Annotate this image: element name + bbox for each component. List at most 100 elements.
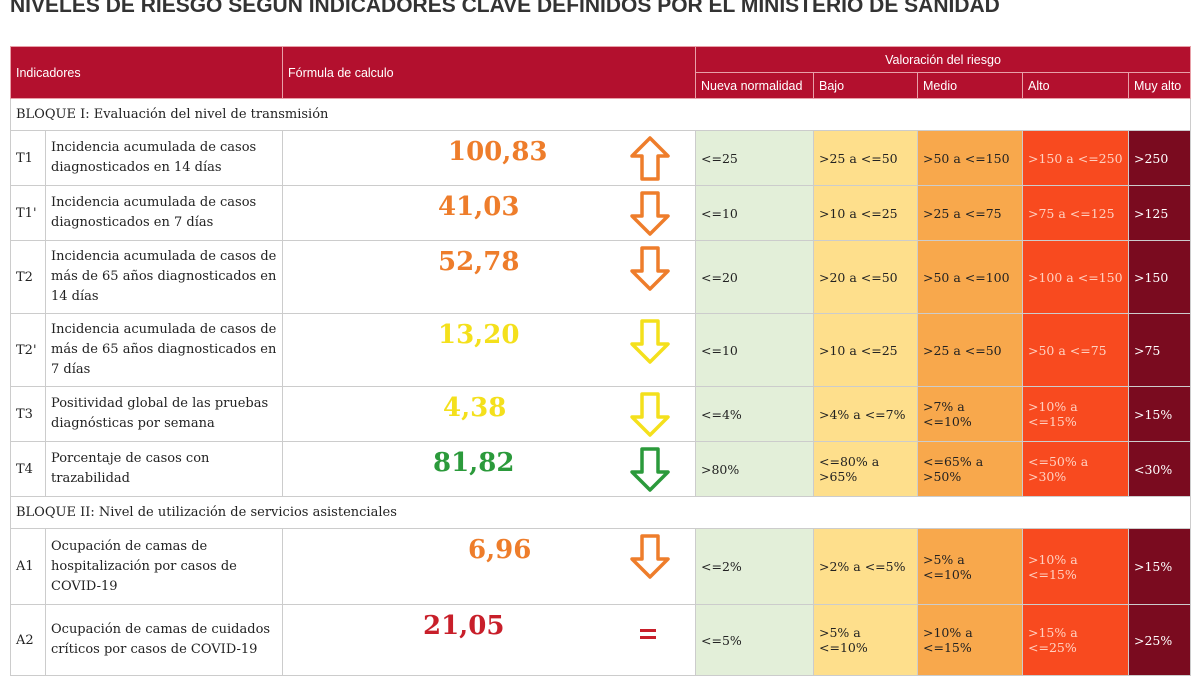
level-threshold: >10% a <=15% — [1022, 386, 1129, 442]
indicator-value: 81,82 — [433, 448, 515, 478]
level-threshold: >150 a <=250 — [1022, 130, 1129, 186]
level-header: Muy alto — [1127, 72, 1192, 99]
indicator-row: T2 Incidencia acumulada de casos de más d… — [10, 240, 1192, 314]
formula-cell: 52,78 — [282, 240, 696, 314]
level-threshold: >10 a <=25 — [813, 313, 918, 387]
indicator-code: T1 — [10, 130, 46, 186]
indicator-code: T3 — [10, 386, 46, 442]
level-threshold: <=10 — [695, 313, 814, 387]
trend-arrow — [630, 246, 670, 291]
indicator-code: A1 — [10, 528, 46, 605]
formula-cell: 6,96 — [282, 528, 696, 605]
block-row: BLOQUE II: Nivel de utilización de servi… — [9, 496, 1192, 529]
level-threshold: >100 a <=150 — [1022, 240, 1129, 314]
trend-arrow — [630, 392, 670, 437]
level-threshold: >20 a <=50 — [813, 240, 918, 314]
level-threshold: >75 a <=125 — [1022, 185, 1129, 241]
level-threshold: <=50% a >30% — [1022, 441, 1129, 497]
trend-arrow — [630, 136, 670, 181]
formula-cell: 81,82 — [282, 441, 696, 497]
level-threshold: >7% a <=10% — [917, 386, 1023, 442]
indicator-value: 13,20 — [438, 320, 520, 350]
indicator-row: A1 Ocupación de camas de hospitalización … — [10, 528, 1192, 605]
indicator-value: 100,83 — [448, 137, 548, 167]
indicator-row: A2 Ocupación de camas de cuidados crítico… — [10, 604, 1192, 676]
block-row: BLOQUE I: Evaluación del nivel de transm… — [9, 98, 1192, 131]
indicator-row: T3 Positividad global de las pruebas diag… — [10, 386, 1192, 442]
level-threshold: >250 — [1127, 130, 1192, 186]
level-threshold: <=2% — [695, 528, 814, 605]
level-header: Medio — [917, 72, 1023, 99]
indicator-name: Positividad global de las pruebas diagnó… — [45, 386, 283, 442]
indicator-value: 4,38 — [443, 393, 507, 423]
indicator-code: T2 — [10, 240, 46, 314]
indicator-name: Incidencia acumulada de casos de más de … — [45, 313, 283, 387]
level-threshold: >80% — [695, 441, 814, 497]
trend-equal — [640, 629, 656, 639]
block-title: BLOQUE II: Nivel de utilización de servi… — [9, 496, 1192, 529]
level-threshold: >5% a <=10% — [917, 528, 1023, 605]
level-threshold: >150 — [1127, 240, 1192, 314]
trend-arrow — [630, 319, 670, 364]
level-threshold: >2% a <=5% — [813, 528, 918, 605]
indicator-name: Incidencia acumulada de casos de más de … — [45, 240, 283, 314]
indicator-code: T4 — [10, 441, 46, 497]
formula-cell: 41,03 — [282, 185, 696, 241]
formula-cell: 21,05 — [282, 604, 696, 676]
level-threshold: <30% — [1127, 441, 1192, 497]
level-threshold: <=10 — [695, 185, 814, 241]
level-threshold: >15% — [1127, 386, 1192, 442]
trend-arrow — [630, 447, 670, 492]
level-threshold: <=4% — [695, 386, 814, 442]
header-cell: Indicadores — [10, 46, 283, 99]
level-threshold: >10% a <=15% — [1022, 528, 1129, 605]
level-threshold: <=5% — [695, 604, 814, 676]
indicator-value: 41,03 — [438, 192, 520, 222]
level-threshold: >15% — [1127, 528, 1192, 605]
level-threshold: >15% a <=25% — [1022, 604, 1129, 676]
level-threshold: >75 — [1127, 313, 1192, 387]
level-header: Alto — [1022, 72, 1129, 99]
formula-cell: 13,20 — [282, 313, 696, 387]
level-threshold: >50 a <=100 — [917, 240, 1023, 314]
level-threshold: >4% a <=7% — [813, 386, 918, 442]
indicator-row: T4 Porcentaje de casos con trazabilidad 81… — [10, 441, 1192, 497]
level-threshold: >25% — [1127, 604, 1192, 676]
level-threshold: >50 a <=75 — [1022, 313, 1129, 387]
indicator-code: A2 — [10, 604, 46, 676]
indicator-name: Incidencia acumulada de casos diagnostic… — [45, 185, 283, 241]
level-threshold: >5% a <=10% — [813, 604, 918, 676]
level-threshold: <=20 — [695, 240, 814, 314]
level-threshold: >125 — [1127, 185, 1192, 241]
title: NIVELES DE RIESGO SEGÚN INDICADORES CLAV… — [10, 0, 1000, 17]
header-cell: Valoración del riesgo — [694, 46, 1192, 73]
indicator-name: Porcentaje de casos con trazabilidad — [45, 441, 283, 497]
level-threshold: <=65% a >50% — [917, 441, 1023, 497]
header-cell: Fórmula de calculo — [282, 46, 696, 99]
level-threshold: >10 a <=25 — [813, 185, 918, 241]
trend-arrow — [630, 534, 670, 579]
level-threshold: >25 a <=50 — [813, 130, 918, 186]
level-threshold: >25 a <=75 — [917, 185, 1023, 241]
level-header: Bajo — [813, 72, 918, 99]
indicator-name: Ocupación de camas de cuidados críticos … — [45, 604, 283, 676]
level-header: Nueva normalidad — [695, 72, 814, 99]
indicator-name: Incidencia acumulada de casos diagnostic… — [45, 130, 283, 186]
indicator-row: T1 Incidencia acumulada de casos diagnost… — [10, 130, 1192, 186]
indicator-row: T1' Incidencia acumulada de casos diagnos… — [10, 185, 1192, 241]
indicator-code: T2' — [10, 313, 46, 387]
indicator-row: T2' Incidencia acumulada de casos de más … — [10, 313, 1192, 387]
formula-cell: 100,83 — [282, 130, 696, 186]
block-title: BLOQUE I: Evaluación del nivel de transm… — [9, 98, 1192, 131]
risk-table: Indicadores Fórmula de calculo Valoració… — [9, 46, 1192, 676]
level-threshold: <=80% a >65% — [813, 441, 918, 497]
table-body: BLOQUE I: Evaluación del nivel de transm… — [9, 98, 1192, 676]
level-threshold: <=25 — [695, 130, 814, 186]
indicator-value: 6,96 — [468, 535, 532, 565]
level-threshold: >25 a <=50 — [917, 313, 1023, 387]
indicator-name: Ocupación de camas de hospitalización po… — [45, 528, 283, 605]
level-threshold: >50 a <=150 — [917, 130, 1023, 186]
level-threshold: >10% a <=15% — [917, 604, 1023, 676]
indicator-value: 21,05 — [423, 611, 505, 641]
